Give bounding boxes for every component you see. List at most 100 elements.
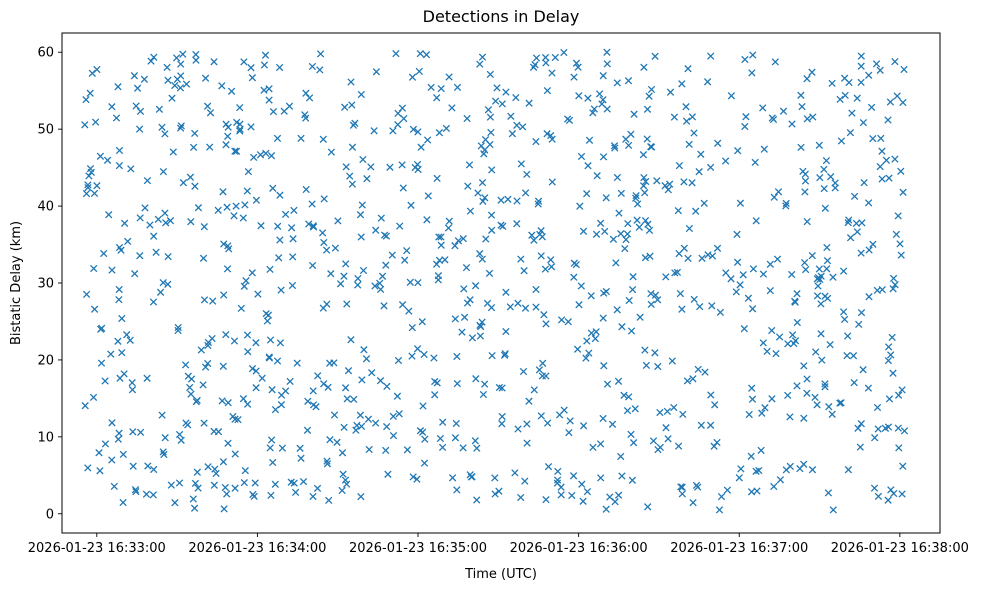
scatter-point bbox=[808, 466, 817, 474]
scatter-point bbox=[435, 233, 443, 241]
scatter-point bbox=[623, 230, 632, 238]
scatter-point bbox=[757, 446, 765, 455]
scatter-point bbox=[690, 129, 698, 137]
scatter-point bbox=[181, 361, 190, 369]
scatter-point bbox=[839, 267, 848, 275]
scatter-point bbox=[401, 256, 409, 264]
scatter-point bbox=[220, 505, 228, 513]
scatter-point bbox=[254, 290, 262, 298]
scatter-point bbox=[653, 177, 661, 185]
scatter-point bbox=[487, 128, 495, 137]
scatter-point bbox=[192, 398, 200, 406]
scatter-point bbox=[857, 62, 865, 70]
scatter-point bbox=[895, 444, 903, 452]
scatter-point bbox=[844, 218, 852, 227]
scatter-point bbox=[530, 386, 538, 394]
scatter-point bbox=[327, 148, 336, 156]
scatter-point bbox=[801, 170, 809, 178]
scatter-point bbox=[793, 290, 801, 298]
scatter-point bbox=[386, 163, 394, 171]
scatter-point bbox=[889, 369, 897, 377]
scatter-point bbox=[394, 356, 403, 365]
scatter-point bbox=[566, 417, 574, 425]
scatter-point bbox=[685, 224, 694, 233]
scatter-point bbox=[107, 350, 115, 358]
scatter-point bbox=[252, 196, 261, 204]
scatter-point bbox=[803, 115, 811, 123]
scatter-point bbox=[636, 313, 644, 321]
scatter-point bbox=[460, 285, 468, 293]
scatter-point bbox=[250, 492, 258, 501]
scatter-point bbox=[261, 51, 270, 59]
scatter-point bbox=[560, 406, 568, 414]
scatter-point bbox=[299, 477, 308, 486]
scatter-point bbox=[340, 272, 348, 280]
scatter-point bbox=[268, 386, 276, 394]
scatter-point bbox=[112, 114, 121, 122]
scatter-point bbox=[240, 282, 248, 290]
scatter-point bbox=[448, 474, 457, 482]
scatter-point bbox=[150, 232, 158, 240]
scatter-point bbox=[367, 163, 375, 171]
scatter-point bbox=[399, 184, 407, 192]
scatter-point bbox=[161, 209, 169, 217]
scatter-point bbox=[219, 458, 228, 466]
scatter-point bbox=[900, 65, 908, 74]
scatter-point bbox=[415, 67, 423, 76]
scatter-point bbox=[775, 333, 784, 341]
scatter-point bbox=[453, 83, 462, 92]
scatter-point bbox=[517, 255, 525, 263]
scatter-point bbox=[876, 66, 884, 74]
scatter-point bbox=[100, 249, 108, 258]
scatter-point bbox=[161, 130, 169, 138]
scatter-point bbox=[232, 202, 240, 210]
scatter-point bbox=[897, 251, 905, 259]
scatter-point bbox=[766, 286, 774, 295]
scatter-point bbox=[247, 123, 255, 131]
scatter-point bbox=[186, 173, 195, 181]
scatter-point bbox=[236, 127, 244, 135]
scatter-point bbox=[174, 326, 182, 335]
scatter-point bbox=[676, 289, 685, 298]
scatter-point bbox=[601, 227, 609, 236]
scatter-point bbox=[266, 336, 275, 344]
scatter-point bbox=[408, 323, 416, 332]
scatter-point bbox=[211, 465, 219, 473]
scatter-point bbox=[409, 125, 418, 134]
scatter-point bbox=[358, 376, 366, 384]
scatter-point bbox=[408, 73, 417, 81]
scatter-point bbox=[618, 472, 626, 480]
scatter-point bbox=[471, 282, 480, 290]
scatter-point bbox=[692, 207, 700, 215]
scatter-point bbox=[828, 79, 836, 88]
scatter-point bbox=[436, 434, 445, 443]
scatter-point bbox=[243, 187, 251, 195]
scatter-point bbox=[462, 263, 471, 272]
scatter-point bbox=[878, 175, 886, 183]
scatter-point bbox=[694, 365, 702, 374]
scatter-point bbox=[230, 337, 239, 345]
scatter-point bbox=[184, 421, 192, 429]
scatter-point bbox=[471, 437, 479, 445]
scatter-point bbox=[162, 219, 170, 227]
scatter-point bbox=[639, 182, 648, 190]
scatter-point bbox=[398, 301, 407, 309]
scatter-point bbox=[584, 162, 592, 170]
scatter-point bbox=[622, 235, 630, 244]
scatter-point bbox=[742, 113, 750, 121]
scatter-point bbox=[823, 243, 831, 252]
scatter-point bbox=[653, 296, 662, 304]
scatter-point bbox=[177, 436, 185, 444]
scatter-point bbox=[164, 280, 172, 288]
scatter-point bbox=[748, 305, 757, 313]
scatter-point bbox=[891, 281, 899, 289]
scatter-point bbox=[168, 94, 176, 102]
scatter-point bbox=[158, 123, 166, 131]
scatter-point bbox=[459, 444, 467, 452]
scatter-point bbox=[590, 105, 598, 113]
scatter-point bbox=[617, 230, 625, 238]
scatter-point bbox=[177, 122, 185, 130]
scatter-point bbox=[362, 355, 371, 363]
scatter-point bbox=[236, 125, 244, 133]
scatter-point bbox=[654, 362, 662, 371]
